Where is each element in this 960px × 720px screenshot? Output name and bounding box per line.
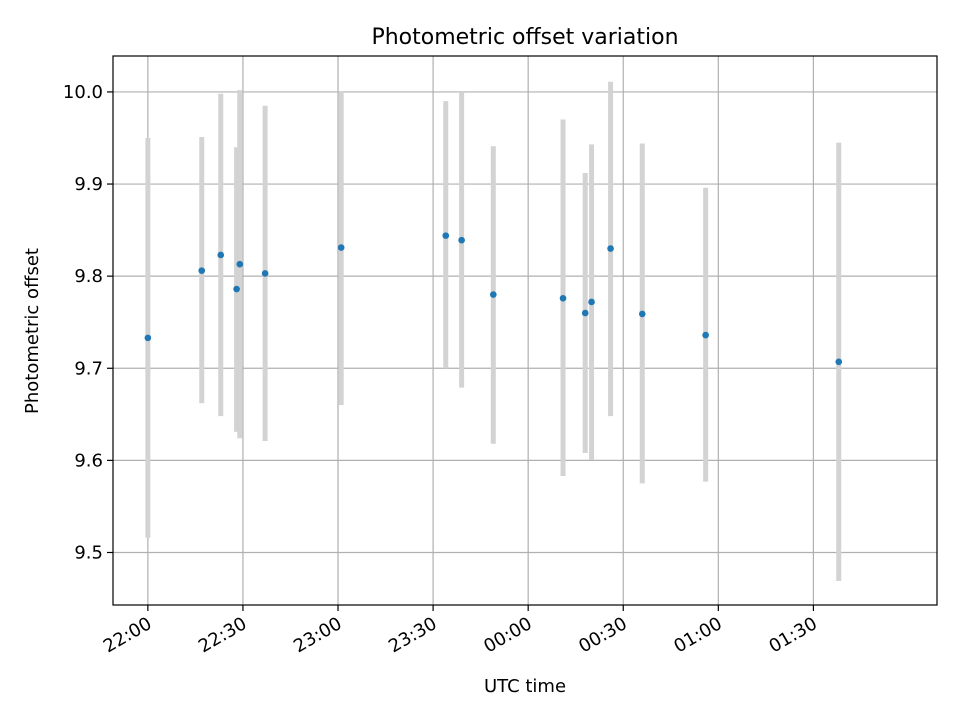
y-tick-label: 9.6: [74, 450, 103, 471]
plot-frame: [112, 55, 938, 606]
data-point: [217, 251, 225, 259]
data-point: [236, 260, 244, 268]
data-point: [581, 309, 589, 317]
data-point: [442, 232, 450, 239]
y-tick-label: 9.5: [74, 542, 103, 563]
chart-title: Photometric offset variation: [371, 25, 678, 50]
x-axis-label: UTC time: [484, 676, 566, 697]
data-point: [588, 298, 595, 306]
data-point: [458, 236, 465, 244]
y-axis-label: Photometric offset: [22, 248, 43, 414]
y-tick-label: 9.8: [74, 266, 103, 287]
data-point: [144, 334, 152, 342]
y-tick-label: 9.9: [74, 174, 103, 195]
data-point: [490, 291, 497, 298]
data-point: [261, 270, 269, 277]
data-point: [607, 245, 614, 252]
data-point: [835, 358, 843, 366]
data-point: [559, 294, 567, 302]
data-point: [337, 244, 345, 251]
data-points: [144, 232, 843, 366]
grid: [113, 56, 937, 605]
data-point: [198, 267, 206, 274]
data-point: [233, 285, 240, 293]
y-tick-label: 10.0: [63, 82, 103, 103]
y-tick-label: 9.7: [74, 358, 103, 379]
data-point: [702, 331, 709, 339]
data-point: [638, 310, 646, 318]
